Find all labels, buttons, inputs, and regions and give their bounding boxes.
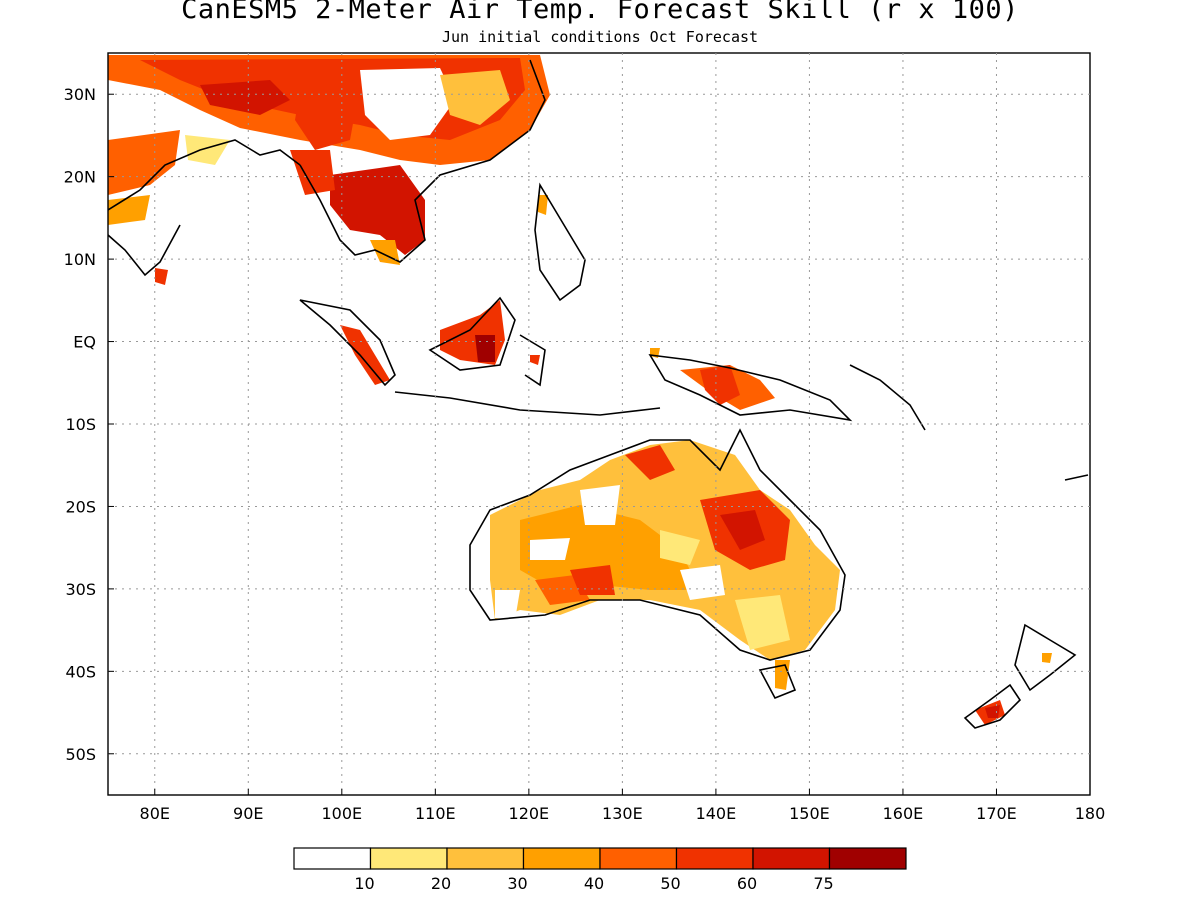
coastlines [108,59,1089,729]
lat-tick-label: 30N [64,85,96,104]
lon-tick-label: 90E [233,804,263,823]
lat-tick-label: 30S [65,580,96,599]
colorbar-swatch [446,847,525,870]
colorbar-swatch [369,847,448,870]
colorbar-label: 60 [737,874,757,893]
lon-tick-label: 130E [602,804,643,823]
colorbar-label: 20 [431,874,451,893]
lat-tick-label: 40S [65,662,96,681]
colorbar-label: 40 [584,874,604,893]
lon-tick-label: 140E [696,804,737,823]
lon-tick-label: 110E [415,804,456,823]
colorbar: 10 20 30 40 50 60 75 [293,847,907,893]
lon-tick-label: 180 [1075,804,1106,823]
colorbar-swatch [599,847,678,870]
lon-tick-label: 160E [883,804,924,823]
map-subtitle: Jun initial conditions Oct Forecast [441,28,759,46]
lat-tick-label: EQ [73,333,96,352]
lat-tick-label: 50S [65,745,96,764]
colorbar-swatch [828,847,907,870]
colorbar-swatch [752,847,831,870]
colorbar-label: 30 [507,874,527,893]
lat-tick-label: 10N [64,250,96,269]
skill-field [108,55,1052,725]
longitude-axis: 80E 90E 100E 110E 120E 130E 140E 150E 160E 170E 18… [140,789,1106,823]
lat-tick-label: 10S [65,415,96,434]
lon-tick-label: 120E [509,804,550,823]
colorbar-label: 75 [813,874,833,893]
colorbar-swatch [293,847,372,870]
lon-tick-label: 100E [321,804,362,823]
graticule [108,53,1090,795]
lat-tick-label: 20S [65,497,96,516]
lon-tick-label: 170E [976,804,1017,823]
colorbar-label: 10 [354,874,374,893]
lat-tick-label: 20N [64,168,96,187]
lon-tick-label: 80E [140,804,170,823]
colorbar-swatch [675,847,754,870]
colorbar-swatch [522,847,601,870]
latitude-axis: 30N 20N 10N EQ 10S 20S 30S 40S 50S [64,85,114,764]
colorbar-label: 50 [660,874,680,893]
map-title: CanESM5 2-Meter Air Temp. Forecast Skill… [181,0,1019,25]
lon-tick-label: 150E [789,804,830,823]
